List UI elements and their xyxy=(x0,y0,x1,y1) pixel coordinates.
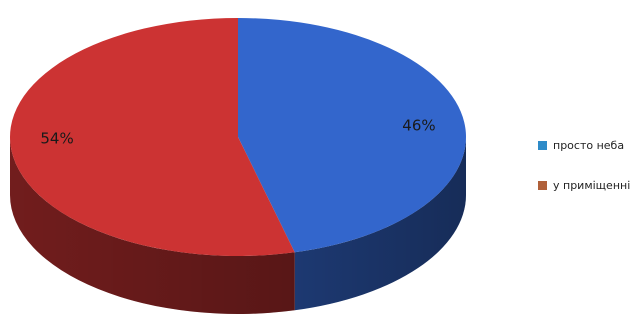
pie-data-labels: 46% 54% xyxy=(40,117,435,148)
legend-swatch-просто-неба xyxy=(538,141,547,150)
pie-side-shade-у-приміщенні xyxy=(10,137,295,314)
legend-label-просто-неба: просто неба xyxy=(553,139,624,152)
legend-label-у-приміщенні: у приміщенні xyxy=(553,179,630,192)
pie-side-walls xyxy=(10,137,467,314)
pie-side-shade-просто-неба xyxy=(294,137,467,311)
pie-slice-у-приміщенні xyxy=(10,18,295,256)
pie-slices xyxy=(10,18,467,256)
legend-swatch-у-приміщенні xyxy=(538,181,547,190)
pie-slice-просто-неба xyxy=(238,18,467,253)
pie-label-просто-неба: 46% xyxy=(402,117,435,135)
legend: просто неба у приміщенні xyxy=(538,139,630,192)
pie-label-у-приміщенні: 54% xyxy=(40,129,73,147)
